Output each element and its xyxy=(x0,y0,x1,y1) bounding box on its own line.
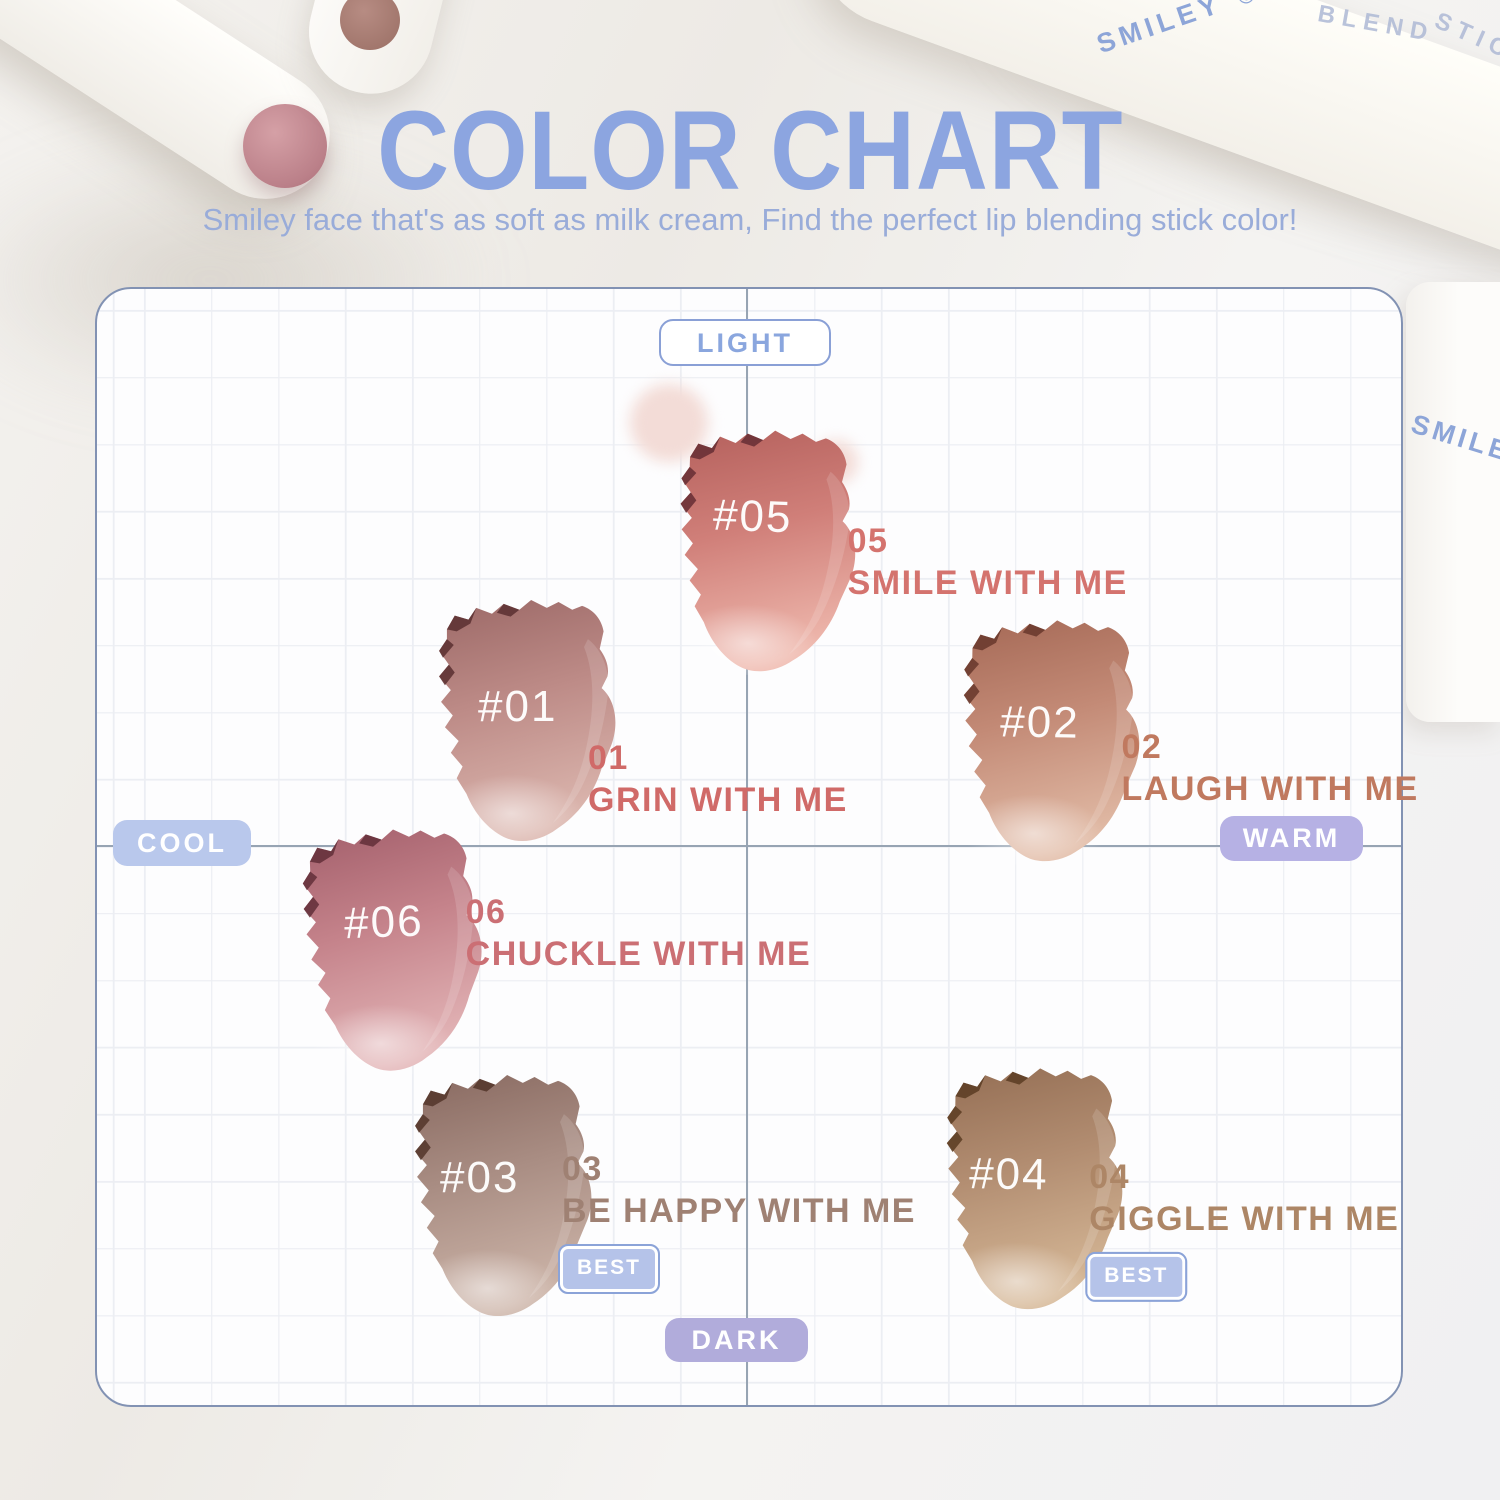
swatch-code: 03 xyxy=(562,1150,603,1188)
swatch-number-tag: #06 xyxy=(343,896,425,949)
swatch-03: #03 03 BE HAPPY WITH ME BEST xyxy=(372,1065,914,1320)
lip-stick-product xyxy=(1406,282,1500,722)
brand-text: STICK xyxy=(1430,7,1500,76)
swatch-code: 05 xyxy=(847,522,889,561)
page-subtitle: Smiley face that's as soft as milk cream… xyxy=(202,202,1298,237)
brand-text: BLEND xyxy=(1315,0,1437,48)
cool-warm-axis xyxy=(97,845,1401,847)
swatch-label: 05 SMILE WITH ME xyxy=(848,520,1128,604)
swatch-number-tag: #01 xyxy=(478,682,558,731)
page-title: COLOR CHART xyxy=(376,88,1124,213)
swatch-label: 06 CHUCKLE WITH ME xyxy=(466,891,811,975)
swatch-code: 02 xyxy=(1121,728,1163,767)
swatch-number-tag: #03 xyxy=(440,1153,520,1202)
swatch-02: #02 02 LAUGH WITH ME xyxy=(918,608,1419,868)
lipstick-smear xyxy=(674,427,860,680)
axis-label-dark: DARK xyxy=(665,1318,808,1362)
swatch-06: #06 06 CHUCKLE WITH ME xyxy=(258,816,811,1080)
light-dark-axis xyxy=(746,289,748,1405)
lip-stick-mauve-tip xyxy=(340,0,400,50)
swatch-04: #04 04 GIGGLE WITH ME BEST xyxy=(901,1056,1399,1316)
swatch-label: 01 GRIN WITH ME xyxy=(588,737,848,821)
lipstick-smear xyxy=(960,618,1142,868)
swatch-number-tag: #04 xyxy=(968,1149,1050,1200)
swatch-code: 01 xyxy=(588,739,629,777)
lipstick-smear xyxy=(301,826,486,1080)
swatch-name: CHUCKLE WITH ME xyxy=(465,934,812,973)
axis-label-light: LIGHT xyxy=(659,319,831,366)
swatch-code: 04 xyxy=(1089,1157,1131,1196)
lipstick-smear xyxy=(943,1066,1125,1316)
swatch-name: LAUGH WITH ME xyxy=(1121,770,1419,809)
swatch-label: 03 BE HAPPY WITH ME BEST xyxy=(558,1148,916,1294)
swatch-label: 04 GIGGLE WITH ME BEST xyxy=(1085,1156,1400,1302)
swatch-label: 02 LAUGH WITH ME xyxy=(1122,726,1419,810)
swatch-05: #05 05 SMILE WITH ME xyxy=(632,416,1128,680)
best-badge: BEST xyxy=(1085,1251,1188,1302)
swatch-number-tag: #02 xyxy=(999,697,1081,748)
blurred-product-reflection xyxy=(630,384,708,462)
brand-text: SMILEY ☺ L xyxy=(1092,0,1301,60)
lipstick-smear xyxy=(415,1075,592,1320)
swatch-01: #01 01 GRIN WITH ME xyxy=(396,590,846,845)
swatch-name: BE HAPPY WITH ME xyxy=(562,1192,916,1230)
axis-label-warm: WARM xyxy=(1220,816,1363,861)
axis-label-cool: COOL xyxy=(113,820,251,866)
brand-text: SMILE xyxy=(1407,408,1500,468)
swatch-name: GRIN WITH ME xyxy=(588,781,848,819)
swatch-name: GIGGLE WITH ME xyxy=(1089,1199,1400,1238)
best-badge: BEST xyxy=(558,1244,661,1294)
swatch-number-tag: #05 xyxy=(712,490,794,543)
swatch-name: SMILE WITH ME xyxy=(847,564,1128,603)
lipstick-smear xyxy=(439,600,616,845)
swatch-code: 06 xyxy=(465,892,507,931)
